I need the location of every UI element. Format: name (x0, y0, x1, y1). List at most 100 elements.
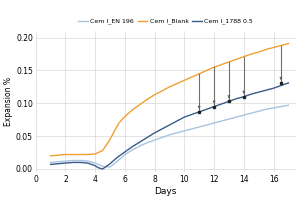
Line: Cem I_EN 196: Cem I_EN 196 (51, 105, 288, 167)
Cem I_Blank (249, 53, 253, 55)
Cem I_1788 0.5 (212, 105, 216, 108)
Cem I_EN 196 (49, 161, 52, 164)
Cem I_EN 196 (93, 162, 97, 164)
Cem I_1788 0.5 (286, 82, 290, 84)
Cem I_EN 196 (138, 145, 142, 147)
Cem I_EN 196 (56, 161, 60, 163)
Cem I_EN 196 (212, 122, 216, 124)
Cem I_1788 0.5 (56, 163, 60, 165)
Cem I_1788 0.5 (197, 111, 201, 113)
Line: Cem I_Blank: Cem I_Blank (51, 44, 288, 156)
Cem I_1788 0.5 (138, 141, 142, 143)
Cem I_Blank (108, 138, 112, 141)
Cem I_1788 0.5 (101, 168, 104, 170)
Cem I_EN 196 (264, 108, 268, 110)
Cem I_1788 0.5 (279, 84, 283, 87)
Cem I_Blank (86, 153, 89, 156)
Cem I_Blank (264, 48, 268, 51)
Cem I_Blank (227, 61, 231, 63)
Line: Cem I_1788 0.5: Cem I_1788 0.5 (51, 83, 288, 169)
Cem I_EN 196 (279, 105, 283, 108)
Cem I_1788 0.5 (116, 156, 119, 158)
Cem I_Blank (286, 42, 290, 45)
Cem I_Blank (64, 153, 67, 156)
Cem I_1788 0.5 (96, 166, 100, 169)
Cem I_EN 196 (64, 160, 67, 162)
Cem I_Blank (212, 66, 216, 68)
Cem I_EN 196 (130, 149, 134, 151)
Cem I_1788 0.5 (249, 93, 253, 95)
Cem I_EN 196 (257, 110, 260, 112)
Cem I_EN 196 (71, 159, 75, 162)
Cem I_Blank (242, 55, 246, 58)
Cem I_Blank (146, 98, 149, 101)
Legend: Cem I_EN 196, Cem I_Blank, Cem I_1788 0.5: Cem I_EN 196, Cem I_Blank, Cem I_1788 0.… (76, 16, 256, 27)
Cem I_1788 0.5 (264, 89, 268, 91)
Cem I_Blank (272, 46, 275, 49)
Cem I_EN 196 (146, 142, 149, 144)
Cem I_1788 0.5 (108, 163, 112, 165)
Cem I_Blank (235, 58, 238, 61)
Cem I_EN 196 (108, 166, 112, 168)
Cem I_1788 0.5 (64, 162, 67, 164)
Cem I_1788 0.5 (257, 91, 260, 93)
Cem I_1788 0.5 (146, 136, 149, 139)
Cem I_EN 196 (96, 163, 100, 166)
Cem I_Blank (101, 149, 104, 152)
Cem I_1788 0.5 (242, 96, 246, 98)
Cem I_Blank (257, 51, 260, 53)
Cem I_EN 196 (286, 104, 290, 106)
Cem I_Blank (93, 153, 97, 155)
Cem I_Blank (56, 154, 60, 156)
Cem I_EN 196 (227, 118, 231, 120)
Cem I_EN 196 (272, 107, 275, 109)
Cem I_1788 0.5 (153, 132, 156, 134)
Cem I_EN 196 (79, 159, 82, 162)
Cem I_1788 0.5 (235, 98, 238, 100)
Cem I_Blank (71, 153, 75, 156)
Cem I_1788 0.5 (49, 163, 52, 166)
Cem I_1788 0.5 (130, 145, 134, 148)
Cem I_Blank (113, 130, 116, 132)
Cem I_EN 196 (153, 139, 156, 141)
Cem I_Blank (130, 109, 134, 111)
Cem I_EN 196 (183, 130, 186, 132)
Cem I_Blank (197, 73, 201, 75)
Y-axis label: Expansion %: Expansion % (4, 77, 13, 126)
Cem I_1788 0.5 (190, 113, 194, 116)
Cem I_EN 196 (116, 160, 119, 162)
Cem I_EN 196 (160, 136, 164, 139)
Cem I_EN 196 (242, 114, 246, 116)
Cem I_1788 0.5 (168, 124, 171, 126)
Cem I_Blank (279, 44, 283, 47)
Cem I_1788 0.5 (71, 161, 75, 164)
Cem I_EN 196 (197, 126, 201, 128)
Cem I_Blank (205, 69, 208, 72)
Cem I_Blank (160, 90, 164, 92)
Cem I_EN 196 (235, 116, 238, 118)
Cem I_EN 196 (168, 134, 171, 136)
Cem I_EN 196 (249, 112, 253, 114)
Cem I_1788 0.5 (79, 161, 82, 164)
Cem I_Blank (49, 155, 52, 157)
Cem I_Blank (79, 153, 82, 156)
Cem I_Blank (138, 103, 142, 106)
Cem I_1788 0.5 (160, 128, 164, 130)
Cem I_EN 196 (205, 124, 208, 126)
Cem I_1788 0.5 (205, 108, 208, 110)
Cem I_Blank (175, 82, 179, 85)
Cem I_1788 0.5 (272, 87, 275, 89)
Cem I_1788 0.5 (86, 162, 89, 164)
Cem I_EN 196 (123, 153, 127, 156)
Cem I_EN 196 (86, 160, 89, 162)
Cem I_Blank (190, 76, 194, 78)
Cem I_Blank (153, 94, 156, 96)
Cem I_Blank (168, 86, 171, 88)
Cem I_Blank (220, 63, 223, 66)
Cem I_Blank (183, 79, 186, 82)
Cem I_1788 0.5 (175, 120, 179, 122)
Cem I_1788 0.5 (93, 165, 97, 167)
X-axis label: Days: Days (154, 187, 177, 196)
Cem I_1788 0.5 (220, 103, 223, 105)
Cem I_EN 196 (220, 120, 223, 122)
